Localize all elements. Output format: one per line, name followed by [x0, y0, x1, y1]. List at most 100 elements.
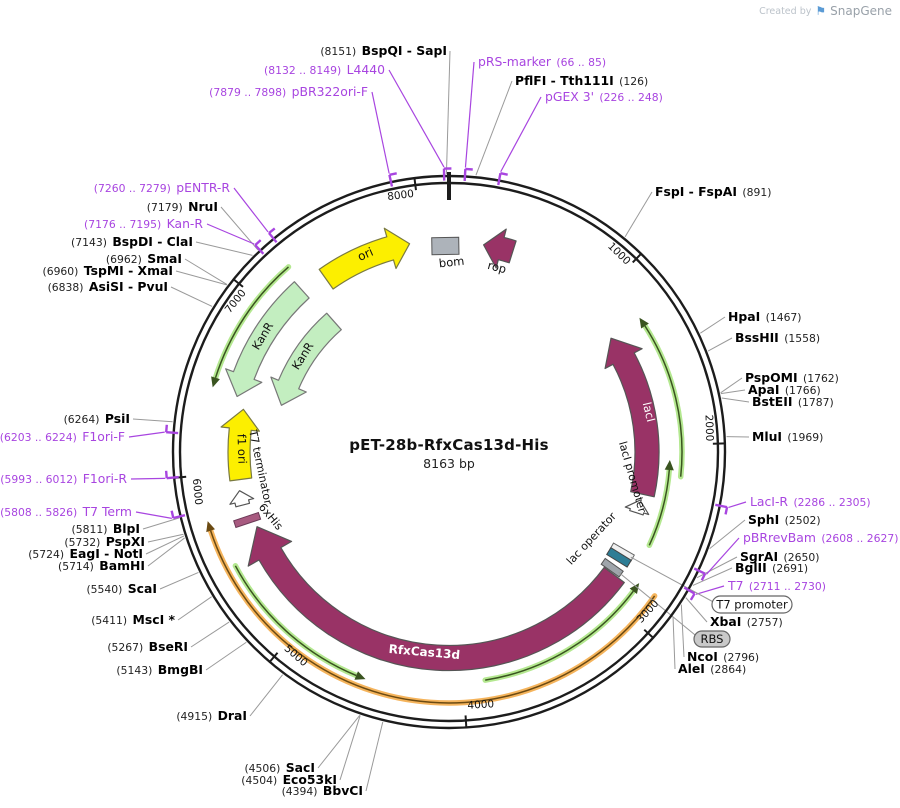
leader-XbaI [685, 597, 708, 623]
leader-pENTR-R [233, 187, 269, 233]
primer-mark-pGEX 3' [497, 172, 502, 186]
orf-arc-line [234, 565, 357, 677]
site-label-AleI: AleI (2864) [678, 661, 746, 676]
orf-arc-line [214, 266, 289, 379]
primer-label-F1ori-R: (5993 .. 6012) F1ori-R [0, 471, 127, 486]
primer-label-T7: T7 (2711 .. 2730) [727, 578, 826, 593]
primer-mark-foot-T7 Term [170, 510, 175, 519]
primer-label-pENTR-R: (7260 .. 7279) pENTR-R [94, 180, 231, 195]
snapgene-watermark: Created by ⚑ SnapGene [759, 4, 892, 18]
plasmid-title-block: pET-28b-RfxCas13d-His 8163 bp [349, 436, 549, 471]
primer-mark-foot-T7 [689, 592, 696, 601]
leader-BseRI [190, 621, 230, 648]
site-label-PspOMI: PspOMI (1762) [745, 370, 839, 385]
site-label-MluI: MluI (1969) [752, 429, 823, 444]
feature-RfxCas13d [247, 526, 625, 672]
feature-label-bom: bom [438, 254, 465, 271]
feature-label-ori: ori [355, 245, 375, 264]
primer-mark-pBRrevBam [693, 567, 706, 575]
orf-arrowhead [211, 376, 220, 388]
plasmid-size: 8163 bp [423, 456, 475, 471]
orf-arrowhead [206, 521, 216, 533]
leader-BspQI - SapI [445, 50, 451, 175]
site-label-TspMI - XmaI: (6960) TspMI - XmaI [42, 263, 173, 278]
leader-LacI-R [728, 501, 747, 508]
primer-label-pRS-marker: pRS-marker (66 .. 85) [478, 54, 606, 69]
tick-label-6000: 6000 [190, 478, 204, 506]
site-label-PsiI: (6264) PsiI [64, 411, 130, 426]
primer-mark-F1ori-F [166, 431, 179, 435]
plasmid-name: pET-28b-RfxCas13d-His [349, 436, 549, 454]
leader-PspXI [147, 533, 184, 543]
primer-mark-pRS-marker [463, 168, 467, 182]
primer-mark-T7 Term [173, 514, 186, 520]
site-label-MscI *: (5411) MscI * [91, 612, 175, 627]
leader-BssHII [707, 337, 733, 352]
site-label-PspXI: (5732) PspXI [64, 534, 145, 549]
primer-label-LacI-R: LacI-R (2286 .. 2305) [750, 494, 871, 509]
leader-ApaI [720, 389, 746, 395]
primer-mark-foot-F1ori-R [164, 470, 168, 479]
leader-PspOMI [720, 377, 743, 394]
site-label-ScaI: (5540) ScaI [86, 581, 157, 596]
leader-BamHI [147, 537, 185, 567]
leader-Kan-R [206, 223, 255, 245]
tick-5000 [268, 652, 279, 664]
site-label-BspQI - SapI: (8151) BspQI - SapI [320, 43, 447, 58]
boxed-label-RBS: RBS [701, 632, 724, 646]
tick-1000 [632, 252, 643, 264]
primer-label-pGEX 3': pGEX 3' (226 .. 248) [545, 89, 663, 104]
tick-label-8000: 8000 [387, 188, 415, 203]
leader-T7 [695, 585, 725, 595]
primer-mark-Kan-R [254, 244, 265, 255]
leader-L4440 [388, 69, 445, 168]
tick-label-2000: 2000 [702, 414, 715, 441]
site-label-SgrAI: SgrAI (2650) [740, 549, 819, 564]
site-label-BseRI: (5267) BseRI [107, 639, 188, 654]
feature-T7-terminator [229, 490, 255, 508]
tick-label-4000: 4000 [467, 698, 494, 712]
primer-mark-foot-pBRrevBam [700, 573, 707, 581]
leader-pRS-marker [464, 61, 475, 168]
leader-BstEII [721, 397, 750, 403]
leader-BglII [692, 567, 733, 586]
site-label-BamHI: (5714) BamHI [58, 558, 145, 573]
tick-3000 [643, 628, 655, 640]
primer-mark-foot-pRS-marker [465, 167, 473, 171]
site-label-BssHII: BssHII (1558) [735, 330, 820, 345]
feature-label-lacI: lacI [640, 401, 658, 424]
leader-TspMI - XmaI [175, 270, 227, 286]
primer-label-F1ori-F: (6203 .. 6224) F1ori-F [0, 429, 125, 444]
leader-BmgBI [205, 641, 247, 671]
site-label-SacI: (4506) SacI [244, 760, 315, 775]
leader-NcoI [680, 604, 685, 658]
orf-arrowhead [629, 583, 640, 595]
primer-mark-LacI-R [715, 503, 728, 509]
tick-label-1000: 1000 [605, 240, 633, 267]
feature-label-rop: rop [486, 258, 508, 276]
primer-mark-foot-pGEX 3' [500, 172, 508, 176]
feature-rop [483, 228, 517, 269]
site-label-DraI: (4915) DraI [176, 708, 247, 723]
leader-SacI [317, 714, 361, 769]
site-label-HpaI: HpaI (1467) [728, 309, 802, 324]
leader-AleI [672, 616, 676, 670]
tick-4000 [464, 715, 468, 729]
primer-mark-pBR322ori-F [388, 174, 394, 187]
leader-AsiSI - PvuI [170, 286, 213, 307]
orf-arc-line [485, 590, 634, 681]
orf-arrowhead [354, 671, 366, 680]
site-label-FspI - FspAI: FspI - FspAI (891) [655, 184, 771, 199]
leader-SmaI [184, 258, 228, 285]
orf-arrowhead [664, 460, 674, 471]
watermark-brand: SnapGene [830, 4, 892, 18]
leader-F1ori-R [130, 477, 166, 480]
site-label-NruI: (7179) NruI [147, 199, 218, 214]
site-label-AsiSI - PvuI: (6838) AsiSI - PvuI [48, 279, 168, 294]
leader-RBS [618, 571, 701, 640]
leader-PflFI - Tth111I [475, 80, 513, 176]
site-label-XbaI: XbaI (2757) [710, 614, 783, 629]
primer-mark-foot-pBR322ori-F [389, 172, 397, 177]
leader-HpaI [700, 316, 726, 334]
